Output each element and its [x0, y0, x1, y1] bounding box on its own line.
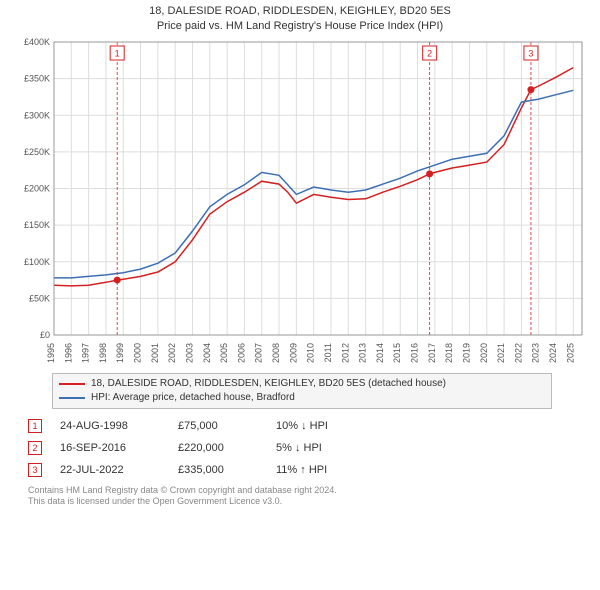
- attribution-line2: This data is licensed under the Open Gov…: [28, 496, 590, 508]
- sale-row: 3 22-JUL-2022 £335,000 11% ↑ HPI: [28, 459, 590, 481]
- sale-marker-icon: 2: [28, 441, 42, 455]
- sale-row: 1 24-AUG-1998 £75,000 10% ↓ HPI: [28, 415, 590, 437]
- sales-table: 1 24-AUG-1998 £75,000 10% ↓ HPI 2 16-SEP…: [28, 415, 590, 481]
- attribution: Contains HM Land Registry data © Crown c…: [28, 485, 590, 508]
- svg-text:2015: 2015: [392, 343, 402, 363]
- line-chart: £0 £50K £100K £150K £200K £250K £300K £350K £400…: [10, 36, 590, 371]
- sale-direction: 5% ↓ HPI: [276, 442, 366, 454]
- attribution-line1: Contains HM Land Registry data © Crown c…: [28, 485, 590, 497]
- svg-text:2000: 2000: [133, 343, 143, 363]
- chart-titles: 18, DALESIDE ROAD, RIDDLESDEN, KEIGHLEY,…: [0, 0, 600, 34]
- sale-date: 16-SEP-2016: [60, 442, 160, 454]
- svg-text:2009: 2009: [288, 343, 298, 363]
- svg-text:2025: 2025: [565, 343, 575, 363]
- sale-direction: 11% ↑ HPI: [276, 464, 366, 476]
- svg-text:3: 3: [528, 48, 533, 58]
- svg-text:2014: 2014: [375, 343, 385, 363]
- legend-swatch: [59, 383, 85, 385]
- svg-text:2011: 2011: [323, 343, 333, 362]
- svg-text:£50K: £50K: [29, 293, 50, 303]
- svg-text:2020: 2020: [479, 343, 489, 363]
- svg-text:2008: 2008: [271, 343, 281, 363]
- svg-text:£250K: £250K: [24, 147, 50, 157]
- legend-label: 18, DALESIDE ROAD, RIDDLESDEN, KEIGHLEY,…: [91, 378, 446, 389]
- svg-text:2002: 2002: [167, 343, 177, 363]
- sale-direction: 10% ↓ HPI: [276, 420, 366, 432]
- svg-text:£200K: £200K: [24, 183, 50, 193]
- svg-text:2021: 2021: [496, 343, 506, 363]
- sale-date: 24-AUG-1998: [60, 420, 160, 432]
- svg-text:£300K: £300K: [24, 110, 50, 120]
- sale-marker-icon: 3: [28, 463, 42, 477]
- svg-text:£100K: £100K: [24, 256, 50, 266]
- svg-text:2018: 2018: [444, 343, 454, 363]
- sale-price: £75,000: [178, 420, 258, 432]
- svg-text:2019: 2019: [461, 343, 471, 363]
- legend-swatch: [59, 397, 85, 399]
- legend-item-price-paid: 18, DALESIDE ROAD, RIDDLESDEN, KEIGHLEY,…: [59, 377, 545, 391]
- sale-date: 22-JUL-2022: [60, 464, 160, 476]
- svg-text:£400K: £400K: [24, 37, 50, 47]
- svg-text:2016: 2016: [410, 343, 420, 363]
- svg-text:1999: 1999: [115, 343, 125, 363]
- sale-marker-icon: 1: [28, 419, 42, 433]
- svg-text:2001: 2001: [150, 343, 160, 363]
- svg-text:1997: 1997: [81, 343, 91, 363]
- svg-text:2006: 2006: [236, 343, 246, 363]
- title-line1: 18, DALESIDE ROAD, RIDDLESDEN, KEIGHLEY,…: [0, 4, 600, 19]
- sale-row: 2 16-SEP-2016 £220,000 5% ↓ HPI: [28, 437, 590, 459]
- svg-text:2012: 2012: [340, 343, 350, 363]
- svg-text:2024: 2024: [548, 343, 558, 363]
- svg-text:1995: 1995: [46, 343, 56, 363]
- svg-text:2023: 2023: [531, 343, 541, 363]
- svg-text:£150K: £150K: [24, 220, 50, 230]
- title-line2: Price paid vs. HM Land Registry's House …: [0, 19, 600, 34]
- svg-text:1996: 1996: [63, 343, 73, 363]
- sale-price: £335,000: [178, 464, 258, 476]
- sale-price: £220,000: [178, 442, 258, 454]
- legend-label: HPI: Average price, detached house, Brad…: [91, 392, 295, 403]
- svg-text:2003: 2003: [184, 343, 194, 363]
- svg-text:£0: £0: [40, 330, 50, 340]
- svg-text:1998: 1998: [98, 343, 108, 363]
- svg-text:2007: 2007: [254, 343, 264, 363]
- legend-item-hpi: HPI: Average price, detached house, Brad…: [59, 391, 545, 405]
- svg-text:2017: 2017: [427, 343, 437, 363]
- chart-legend: 18, DALESIDE ROAD, RIDDLESDEN, KEIGHLEY,…: [52, 373, 552, 409]
- chart-area: £0 £50K £100K £150K £200K £250K £300K £350K £400…: [10, 36, 590, 371]
- svg-text:2022: 2022: [513, 343, 523, 363]
- svg-text:2004: 2004: [202, 343, 212, 363]
- svg-text:2013: 2013: [358, 343, 368, 363]
- svg-text:2: 2: [427, 48, 432, 58]
- svg-text:2005: 2005: [219, 343, 229, 363]
- svg-text:1: 1: [115, 48, 120, 58]
- svg-text:2010: 2010: [306, 343, 316, 363]
- svg-text:£350K: £350K: [24, 73, 50, 83]
